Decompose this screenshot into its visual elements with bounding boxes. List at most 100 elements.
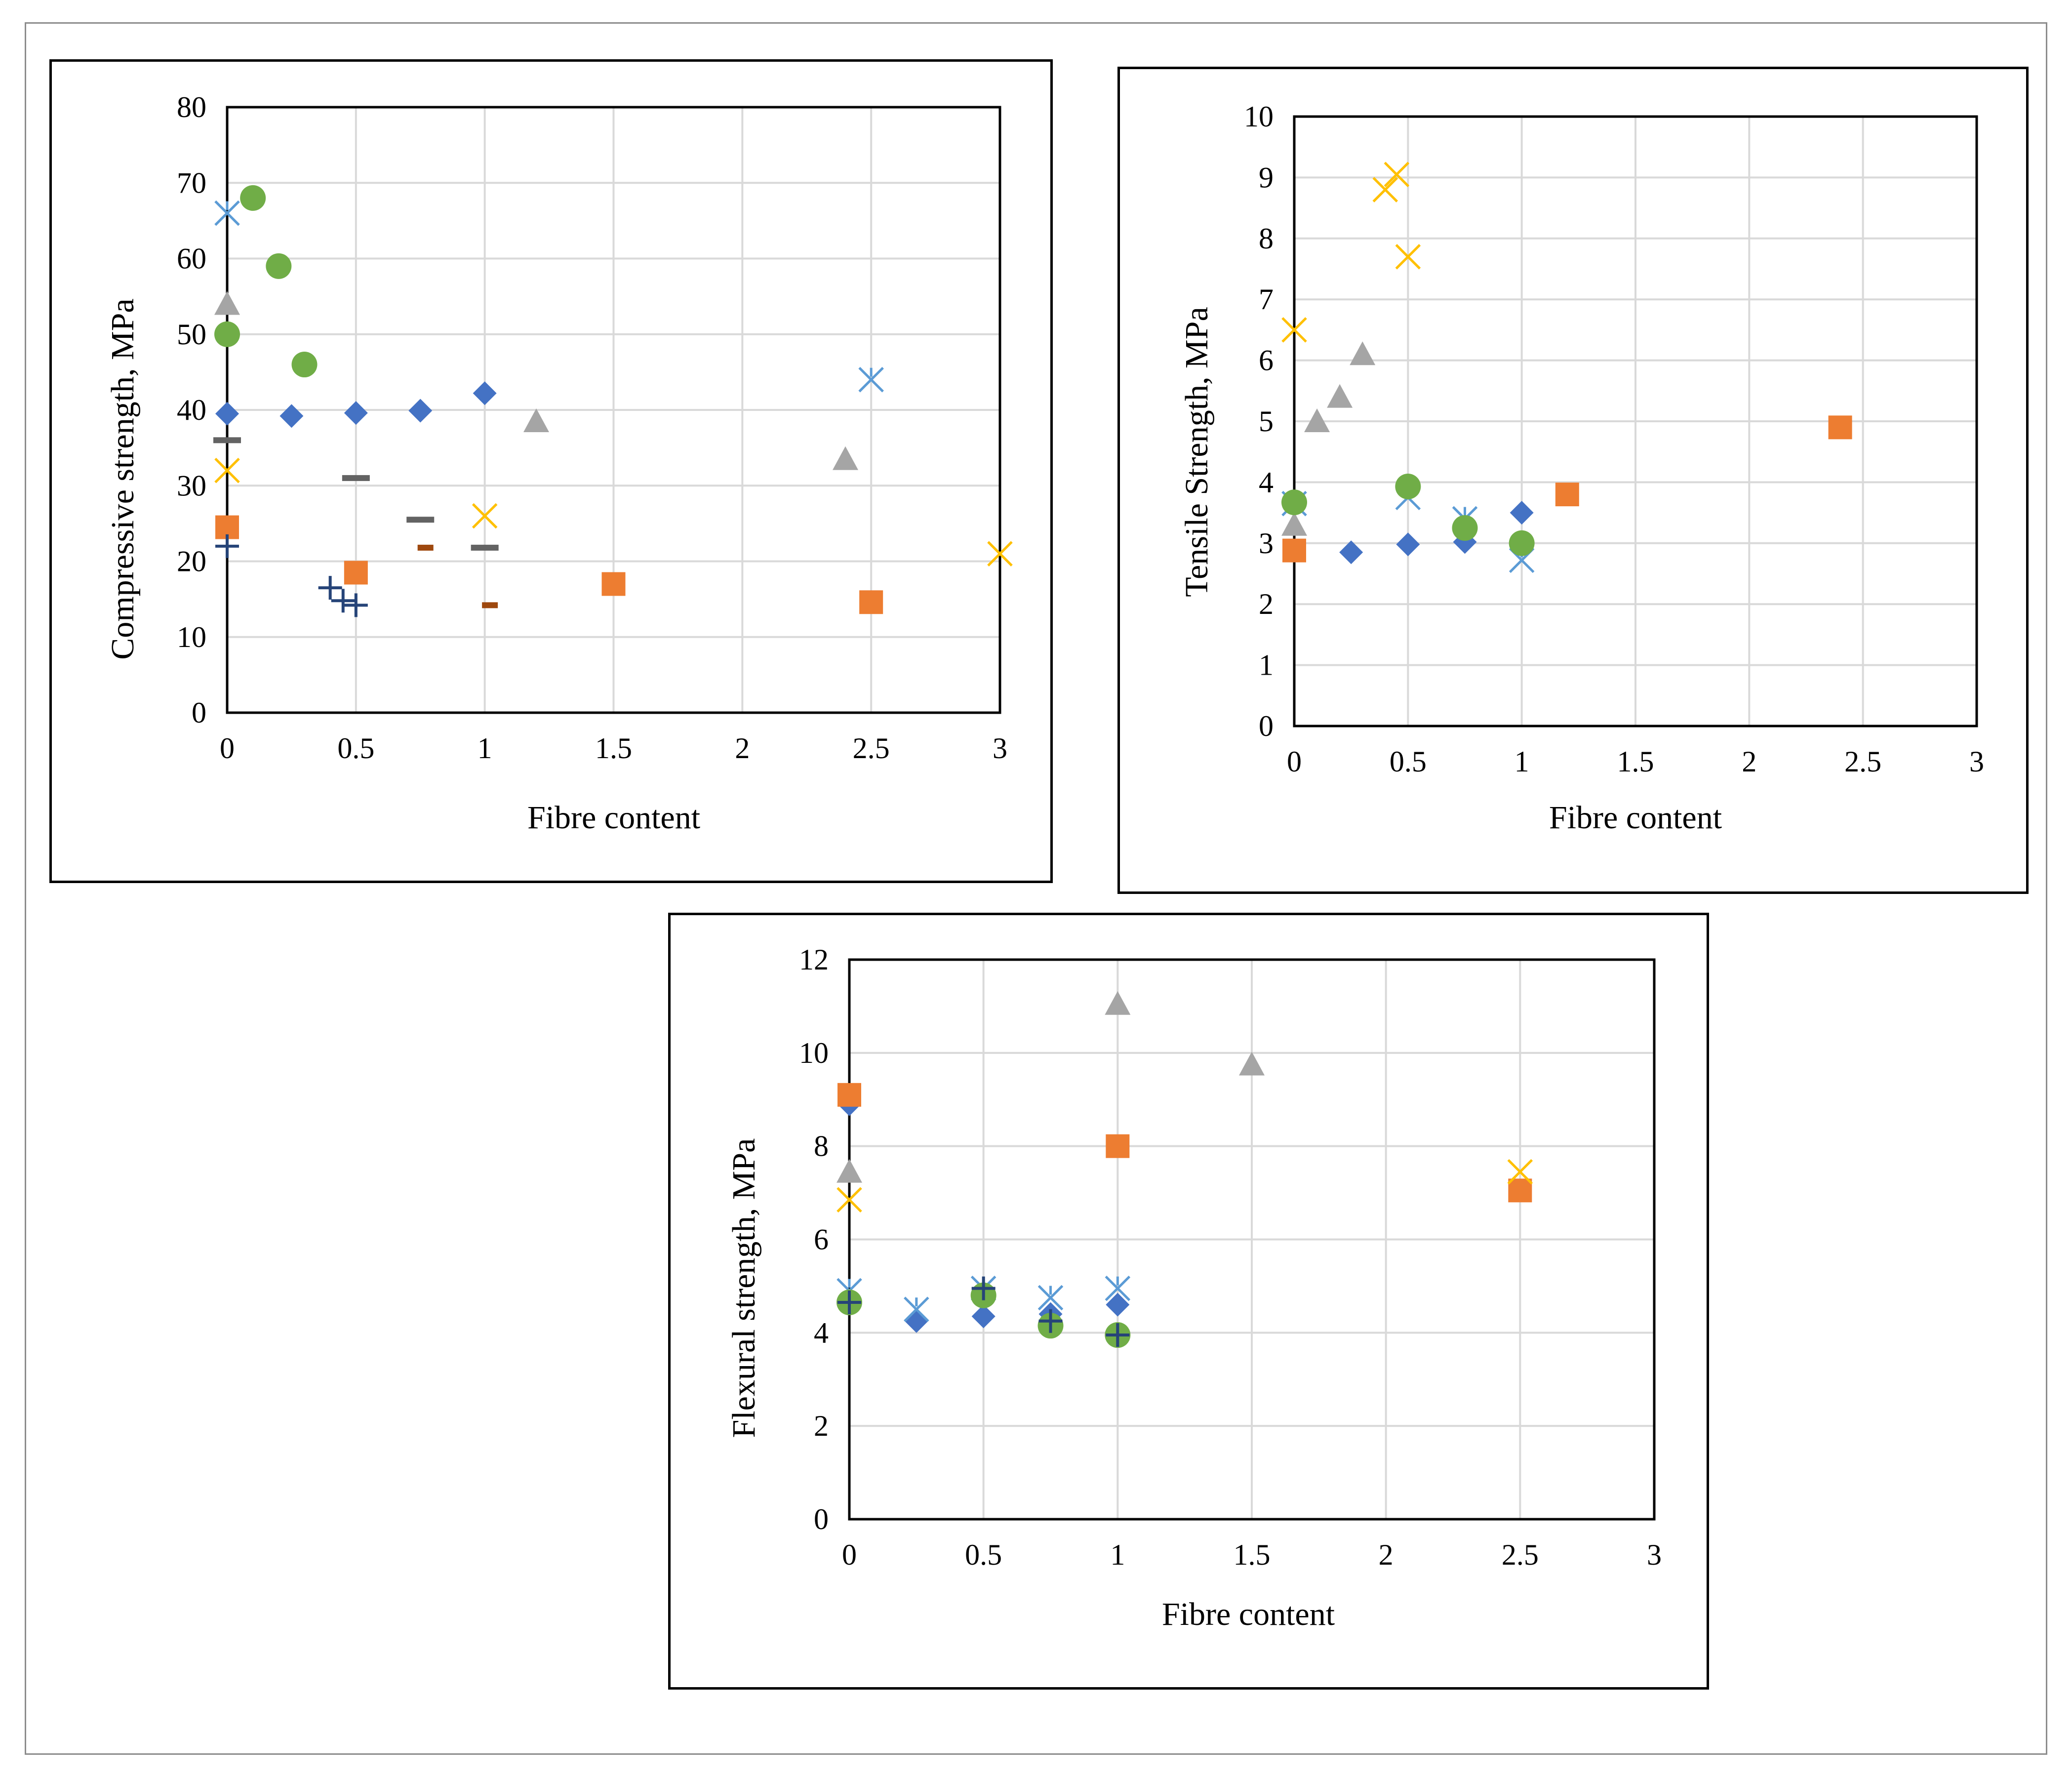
x-tick-label: 0.5 xyxy=(337,732,374,765)
y-axis-title: Compressive strength, MPa xyxy=(105,298,141,659)
x-marker xyxy=(837,1187,862,1213)
y-tick-label: 5 xyxy=(1259,405,1274,438)
x-tick-label: 1 xyxy=(1110,1538,1125,1571)
plus-marker xyxy=(344,593,368,617)
diamond-marker xyxy=(904,1309,928,1333)
diamond-marker xyxy=(215,402,239,426)
plus-marker xyxy=(837,1290,861,1314)
x-marker xyxy=(1507,1159,1533,1185)
circle-marker xyxy=(214,321,240,347)
y-tick-label: 4 xyxy=(1259,466,1274,498)
x-tick-label: 3 xyxy=(993,732,1007,765)
small-dash-marker xyxy=(417,544,434,551)
triangle-marker xyxy=(837,1159,862,1183)
diamond-marker xyxy=(344,401,368,425)
x-tick-label: 2.5 xyxy=(1502,1538,1539,1571)
triangle-marker xyxy=(1350,341,1376,365)
y-tick-label: 0 xyxy=(192,696,206,729)
star-marker xyxy=(904,1296,929,1322)
x-marker xyxy=(1372,177,1398,202)
y-tick-label: 2 xyxy=(814,1410,829,1442)
x-tick-label: 2.5 xyxy=(853,732,890,765)
y-tick-label: 12 xyxy=(799,943,829,976)
y-tick-label: 10 xyxy=(799,1037,829,1069)
y-tick-label: 10 xyxy=(1244,100,1274,133)
circle-marker xyxy=(1395,474,1421,500)
x-tick-label: 1.5 xyxy=(595,732,632,765)
triangle-marker xyxy=(1304,408,1330,432)
diamond-marker xyxy=(1106,1293,1130,1317)
markers xyxy=(1281,162,1852,573)
markers xyxy=(213,185,1013,617)
compressive-strength-chart: Fibre content Compressive strength, MPa … xyxy=(49,59,1053,883)
diamond-marker xyxy=(279,404,304,428)
circle-marker xyxy=(240,185,266,211)
figure-frame xyxy=(25,22,2047,1755)
x-marker xyxy=(1281,317,1307,343)
square-marker xyxy=(601,572,626,596)
y-tick-label: 10 xyxy=(177,621,206,653)
diamond-marker xyxy=(473,381,497,405)
x-axis-title: Fibre content xyxy=(527,800,700,836)
y-tick-label: 4 xyxy=(814,1316,829,1349)
plus-marker xyxy=(971,1276,996,1300)
x-tick-label: 1 xyxy=(478,732,492,765)
square-marker xyxy=(837,1083,861,1107)
triangle-marker xyxy=(214,291,240,315)
y-tick-label: 70 xyxy=(177,166,206,199)
y-tick-label: 6 xyxy=(1259,344,1274,377)
x-tick-label: 3 xyxy=(1647,1538,1662,1571)
square-marker xyxy=(1508,1178,1532,1203)
circle-marker xyxy=(291,352,318,378)
x-tick-label: 0.5 xyxy=(1390,745,1427,778)
triangle-marker xyxy=(833,446,858,470)
x-tick-label: 2 xyxy=(735,732,750,765)
y-tick-label: 8 xyxy=(814,1130,829,1163)
star-marker xyxy=(214,200,240,226)
y-tick-label: 7 xyxy=(1259,283,1274,316)
triangle-marker xyxy=(523,408,549,432)
star-marker xyxy=(1105,1275,1131,1301)
small-dash-marker xyxy=(482,602,498,608)
y-tick-label: 6 xyxy=(814,1223,829,1256)
diamond-marker xyxy=(1510,501,1534,525)
plus-marker xyxy=(1106,1323,1130,1347)
flexural-strength-chart: Fibre content Flexural strength, MPa 0 0.… xyxy=(668,913,1709,1690)
dash-marker xyxy=(471,544,499,551)
y-tick-label: 40 xyxy=(177,394,206,426)
diamond-marker xyxy=(408,399,433,423)
y-tick-label: 80 xyxy=(177,91,206,123)
plot-area-border xyxy=(848,958,1656,1521)
plus-marker xyxy=(331,589,355,613)
plus-marker xyxy=(215,534,239,558)
x-tick-label: 1 xyxy=(1514,745,1529,778)
dash-marker xyxy=(406,517,435,523)
x-marker xyxy=(472,503,498,529)
grid xyxy=(226,106,1001,714)
plot-area-border xyxy=(1293,115,1978,728)
tensile-strength-plot: Fibre content Tensile Strength, MPa 0 0.5… xyxy=(1179,100,1984,836)
tensile-strength-chart: Fibre content Tensile Strength, MPa 0 0.5… xyxy=(1117,67,2029,894)
y-tick-label: 60 xyxy=(177,243,206,275)
square-marker xyxy=(1828,415,1852,440)
grid xyxy=(848,958,1656,1521)
circle-marker xyxy=(266,253,292,279)
star-marker xyxy=(1037,1285,1064,1311)
y-tick-label: 30 xyxy=(177,469,206,502)
square-marker xyxy=(1282,538,1306,563)
diamond-marker xyxy=(1339,540,1363,565)
triangle-marker xyxy=(1239,1051,1265,1076)
x-tick-label: 2.5 xyxy=(1844,745,1881,778)
y-tick-label: 50 xyxy=(177,318,206,351)
flexural-strength-plot: Fibre content Flexural strength, MPa 0 0.… xyxy=(726,943,1662,1632)
x-tick-label: 1.5 xyxy=(1617,745,1654,778)
x-tick-label: 1.5 xyxy=(1234,1538,1271,1571)
x-marker xyxy=(214,457,240,484)
x-marker xyxy=(987,541,1013,566)
x-tick-label: 3 xyxy=(1969,745,1984,778)
diamond-marker xyxy=(1396,532,1420,557)
square-marker xyxy=(1555,483,1579,507)
y-tick-label: 0 xyxy=(814,1503,829,1536)
y-tick-label: 0 xyxy=(1259,710,1274,742)
y-tick-label: 8 xyxy=(1259,222,1274,255)
